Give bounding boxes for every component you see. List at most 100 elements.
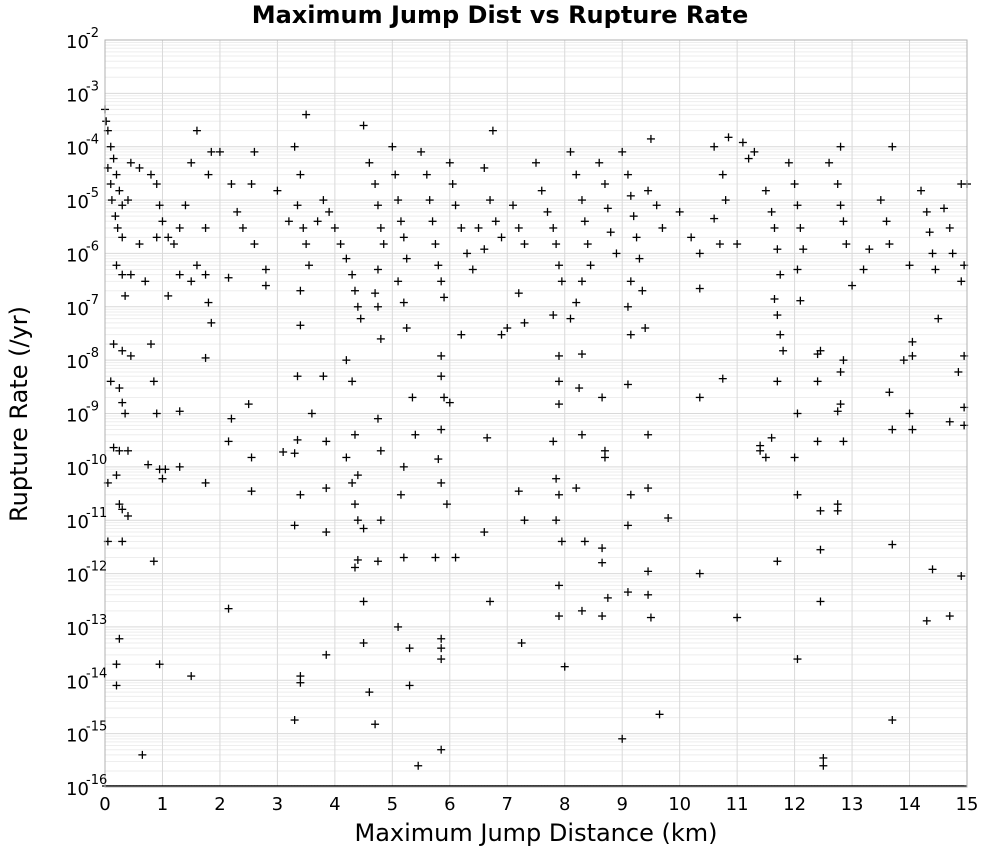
data-point <box>402 254 411 263</box>
data-point <box>644 186 653 195</box>
plot-frame <box>104 39 968 788</box>
data-point <box>554 377 563 386</box>
data-point <box>839 217 848 226</box>
data-point <box>322 437 331 446</box>
data-point <box>664 514 673 523</box>
data-point <box>371 720 380 729</box>
y-tick-label: 10 <box>66 459 89 480</box>
data-point <box>514 289 523 298</box>
data-point <box>948 249 957 258</box>
data-point <box>348 270 357 279</box>
data-point <box>342 254 351 263</box>
data-point <box>187 158 196 167</box>
data-point <box>109 443 118 452</box>
data-point <box>164 291 173 300</box>
data-point <box>290 449 299 458</box>
data-point <box>917 186 926 195</box>
data-point <box>112 681 121 690</box>
data-point <box>118 201 127 210</box>
data-point <box>192 261 201 270</box>
data-point <box>885 240 894 249</box>
data-point <box>598 612 607 621</box>
data-point <box>293 201 302 210</box>
data-point <box>442 500 451 509</box>
data-point <box>537 186 546 195</box>
data-point <box>112 471 121 480</box>
data-point <box>247 453 256 462</box>
data-point <box>560 662 569 671</box>
data-point <box>181 201 190 210</box>
y-tick-exponent: -10 <box>86 453 107 468</box>
x-tick-label: 0 <box>99 794 110 815</box>
data-point <box>155 201 164 210</box>
data-point <box>641 324 650 333</box>
data-point <box>557 277 566 286</box>
data-point <box>396 490 405 499</box>
data-point <box>836 201 845 210</box>
data-point <box>658 223 667 232</box>
data-point <box>825 158 834 167</box>
data-point <box>322 528 331 537</box>
data-point <box>373 201 382 210</box>
data-point <box>474 223 483 232</box>
data-point <box>394 277 403 286</box>
data-point <box>247 487 256 496</box>
data-point <box>695 393 704 402</box>
data-point <box>138 750 147 759</box>
data-point <box>600 180 609 189</box>
data-point <box>885 388 894 397</box>
data-point <box>744 154 753 163</box>
data-point <box>793 409 802 418</box>
data-point <box>554 351 563 360</box>
data-points <box>101 105 971 770</box>
data-point <box>928 565 937 574</box>
chart-title: Maximum Jump Dist vs Rupture Rate <box>252 1 749 29</box>
data-point <box>175 462 184 471</box>
data-point <box>816 597 825 606</box>
data-point <box>107 196 116 205</box>
data-point <box>888 142 897 151</box>
data-point <box>773 311 782 320</box>
data-point <box>626 330 635 339</box>
y-tick-label: 10 <box>66 619 89 640</box>
data-point <box>646 134 655 143</box>
data-point <box>931 265 940 274</box>
data-point <box>457 330 466 339</box>
y-tick-exponent: -2 <box>86 26 99 41</box>
x-tick-label: 1 <box>157 794 168 815</box>
data-point <box>833 180 842 189</box>
data-point <box>175 223 184 232</box>
data-point <box>623 588 632 597</box>
data-point <box>695 569 704 578</box>
data-point <box>557 537 566 546</box>
x-axis-label: Maximum Jump Distance (km) <box>355 819 718 847</box>
data-point <box>261 281 270 290</box>
data-point <box>957 572 966 581</box>
data-point <box>207 318 216 327</box>
data-point <box>833 506 842 515</box>
data-point <box>146 340 155 349</box>
data-point <box>644 430 653 439</box>
data-point <box>224 437 233 446</box>
data-point <box>842 240 851 249</box>
data-point <box>776 270 785 279</box>
data-point <box>227 414 236 423</box>
y-tick-exponent: -11 <box>86 506 107 521</box>
data-point <box>373 557 382 566</box>
data-point <box>652 201 661 210</box>
data-point <box>431 553 440 562</box>
data-point <box>376 223 385 232</box>
data-point <box>451 553 460 562</box>
data-point <box>626 490 635 499</box>
data-point <box>373 265 382 274</box>
data-point <box>876 196 885 205</box>
data-point <box>816 506 825 515</box>
data-point <box>250 240 259 249</box>
data-point <box>106 142 115 151</box>
data-point <box>793 201 802 210</box>
data-point <box>451 201 460 210</box>
data-point <box>434 455 443 464</box>
data-point <box>388 142 397 151</box>
y-tick-label: 10 <box>66 512 89 533</box>
data-point <box>483 433 492 442</box>
